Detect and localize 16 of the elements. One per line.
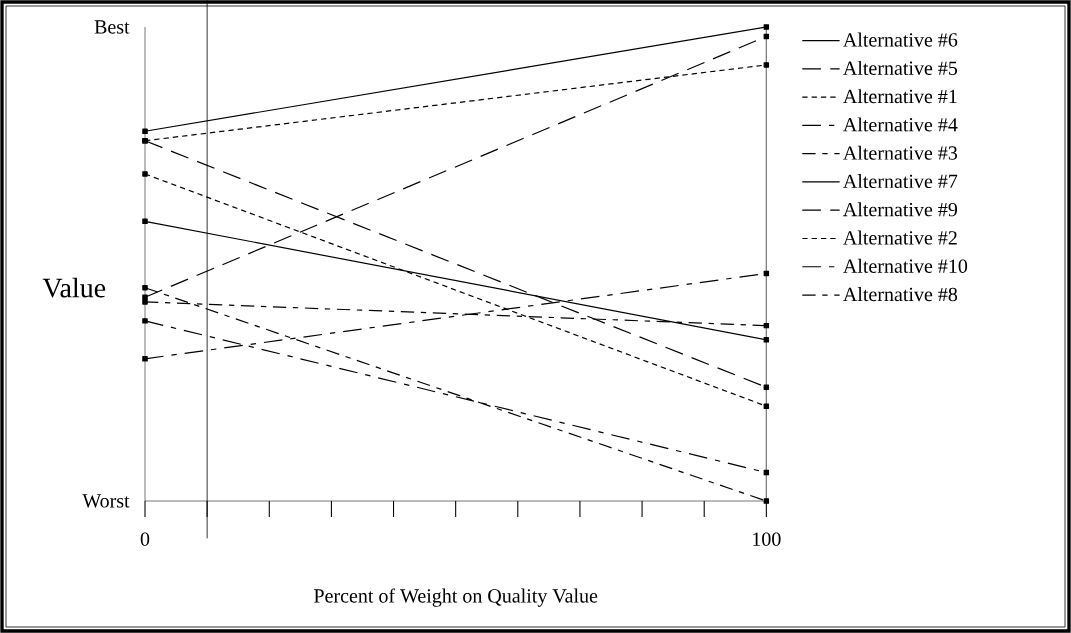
legend-label: Alternative #9 [843, 202, 958, 217]
legend-label: Alternative #7 [843, 174, 958, 189]
legend-label: Alternative #8 [843, 287, 958, 302]
legend-label: Alternative #1 [843, 89, 957, 104]
y-axis-title: Value [42, 277, 106, 298]
legend-label: Alternative #2 [843, 230, 957, 245]
legend-label: Alternative #6 [843, 32, 958, 47]
legend-label: Alternative #4 [843, 117, 958, 132]
legend-label: Alternative #3 [843, 145, 958, 160]
text: Worst [82, 494, 130, 508]
text: Best [94, 20, 130, 34]
legend-label: Alternative #10 [843, 258, 968, 273]
x-axis-title: Percent of Weight on Quality Value [314, 588, 598, 607]
x-tick-label: 0 [140, 532, 150, 546]
x-tick-label: 100 [753, 532, 781, 546]
legend-label: Alternative #5 [843, 60, 958, 75]
